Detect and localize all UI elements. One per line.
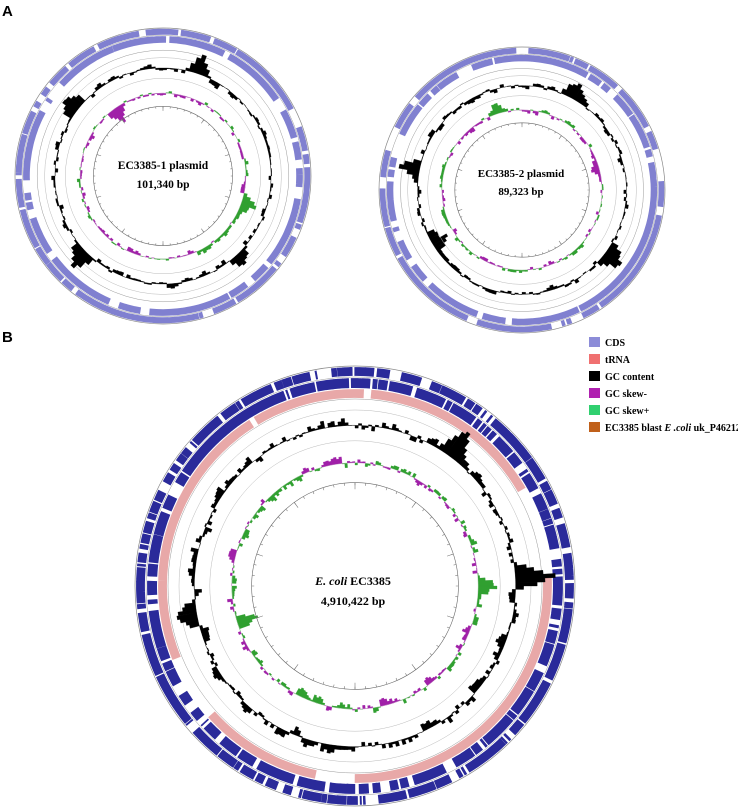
legend-label-blast: EC3385 blast E .coli uk_P46212: [605, 423, 738, 434]
chromosome-skew-baseline: [231, 462, 479, 710]
legend-label-blast-suffix: uk_P46212: [691, 423, 738, 434]
plasmid-2-length: 89,323 bp: [498, 186, 543, 198]
plasmid-2-track-line: [385, 53, 659, 327]
plasmid-2-map: EC3385-2 plasmid 89,323 bp: [378, 46, 666, 334]
plasmid-1-gc-baseline-2: [65, 78, 261, 274]
plasmid-2-gc-content: [398, 83, 629, 295]
plasmid-2-gc-baseline-2: [427, 95, 617, 285]
legend-swatch-gc-skew-positive: [589, 405, 600, 415]
legend-label-blast-prefix: EC3385 blast: [605, 423, 664, 434]
plasmid-2-skew-baseline: [441, 109, 603, 271]
legend-item-gc-skew-negative: GC skew-: [589, 388, 647, 400]
legend-item-gc-skew-positive: GC skew+: [589, 405, 650, 417]
legend-label-cds: CDS: [605, 338, 625, 349]
chromosome-scale-ticks-major: [256, 482, 454, 690]
legend-label-gc-skew-positive: GC skew+: [605, 406, 650, 417]
plasmid-1-scale-ticks-minor: [93, 106, 233, 246]
plasmid-1-tracks: [14, 27, 312, 325]
chromosome-gc-baseline-2: [209, 440, 501, 732]
plasmid-2-name: EC3385-2 plasmid: [478, 168, 565, 180]
chromosome-gc-skew: [227, 456, 478, 711]
plasmid-1-map: EC3385-1 plasmid 101,340 bp: [14, 27, 312, 325]
legend-label-gc-content: GC content: [605, 372, 655, 383]
plasmid-1-track-line-2: [36, 49, 290, 303]
chromosome-tracks: [134, 365, 576, 807]
legend-item-trna: tRNA: [589, 354, 631, 366]
panel-label-b: B: [2, 329, 13, 346]
plasmid-2-gc-skew: [441, 109, 603, 271]
plasmid-1-scale-ticks-major: [96, 106, 230, 246]
plasmid-1-skew-baseline: [79, 92, 247, 260]
legend-swatch-gc-skew-negative: [589, 388, 600, 398]
legend-item-gc-content: GC content: [589, 371, 655, 383]
plasmid-2-scale-ring: [454, 122, 590, 258]
plasmid-1-scale-ring: [93, 106, 233, 246]
plasmid-1-outer-ring: [14, 27, 312, 325]
plasmid-1-gc-skew: [79, 92, 247, 259]
legend-label-blast-species: E .coli: [663, 423, 691, 434]
legend: CDS tRNA GC content GC skew- GC skew+ EC…: [589, 337, 738, 434]
legend-swatch-trna: [589, 354, 600, 364]
plasmid-1-gc-skew: [76, 91, 257, 261]
plasmid-2-track-line-2: [400, 68, 644, 312]
chromosome-name: E. coli EC3385: [314, 574, 391, 588]
chromosome-length: 4,910,422 bp: [321, 594, 386, 608]
chromosome-track-line: [145, 376, 565, 796]
chromosome-map: E. coli EC3385 4,910,422 bp: [134, 365, 576, 807]
chromosome-species: E. coli: [314, 574, 348, 588]
legend-label-gc-skew-negative: GC skew-: [605, 389, 647, 400]
legend-label-trna: tRNA: [605, 355, 631, 366]
plasmid-2-scale-ticks-major: [458, 122, 586, 258]
plasmid-2-gc-baseline: [407, 75, 637, 305]
chromosome-gc-content: [176, 418, 556, 754]
plasmid-1-gc-content: [51, 54, 274, 289]
legend-swatch-gc-content: [589, 371, 600, 381]
legend-swatch-blast: [589, 422, 600, 432]
plasmid-1-name: EC3385-1 plasmid: [118, 160, 209, 172]
legend-item-blast: EC3385 blast E .coli uk_P46212: [589, 422, 738, 434]
plasmid-1-cds-forward: [15, 28, 311, 324]
chromosome-outer-ring: [134, 365, 576, 807]
plasmid-1-gc-baseline: [44, 57, 282, 295]
legend-item-cds: CDS: [589, 337, 625, 349]
legend-swatch-cds: [589, 337, 600, 347]
chromosome-gc-skew: [231, 460, 498, 713]
plasmid-1-track-line: [22, 35, 304, 317]
plasmid-1-length: 101,340 bp: [136, 179, 189, 191]
panel-label-a: A: [2, 3, 13, 20]
plasmid-2-tracks: [378, 46, 666, 334]
chromosome-strain: EC3385: [347, 574, 391, 588]
plasmid-2-outer-ring: [378, 46, 666, 334]
chromosome-track-line-2: [167, 398, 543, 774]
